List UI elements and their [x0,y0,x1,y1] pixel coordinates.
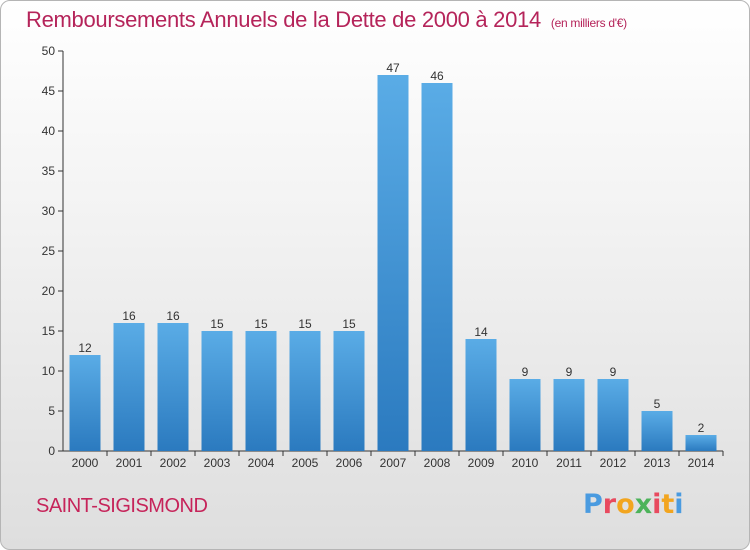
bar [421,83,453,451]
x-tick-label: 2001 [116,456,143,470]
x-tick-label: 2006 [336,456,363,470]
x-tick-label: 2010 [512,456,539,470]
data-label: 47 [386,61,400,75]
x-tick-label: 2003 [204,456,231,470]
y-tick-label: 30 [42,204,56,218]
y-tick-label: 35 [42,164,56,178]
x-tick-label: 2011 [556,456,582,470]
x-tick-label: 2014 [688,456,715,470]
y-tick-label: 40 [42,124,56,138]
bar [641,411,673,451]
data-label: 46 [430,69,444,83]
x-tick-label: 2005 [292,456,319,470]
data-label: 12 [78,341,92,355]
bar [465,339,497,451]
logo-letter: i [652,489,662,520]
bar [69,355,101,451]
bar [201,331,233,451]
chart-title: Remboursements Annuels de la Dette de 20… [26,7,627,33]
bar [597,379,629,451]
data-label: 9 [522,365,529,379]
data-label: 16 [122,309,136,323]
logo-letter: x [634,489,653,520]
bar [377,75,409,451]
bar [245,331,277,451]
x-tick-label: 2000 [72,456,99,470]
y-tick-label: 20 [42,284,56,298]
data-label: 15 [298,317,312,331]
data-label: 15 [254,317,268,331]
bar [685,435,717,451]
x-tick-label: 2007 [380,456,407,470]
logo-letter: t [661,489,675,520]
bar [509,379,541,451]
data-label: 15 [342,317,356,331]
x-tick-label: 2013 [644,456,671,470]
bar [333,331,365,451]
data-label: 5 [654,397,661,411]
bar [553,379,585,451]
logo-letter: i [674,489,684,520]
data-label: 14 [474,325,488,339]
bar [113,323,145,451]
y-tick-label: 5 [48,404,55,418]
y-tick-label: 10 [42,364,56,378]
chart-unit: (en milliers d'€) [550,16,627,30]
logo-letter: r [602,489,617,520]
proxiti-logo: Proxiti [583,489,684,520]
data-label: 15 [210,317,224,331]
y-tick-label: 15 [42,324,56,338]
data-label: 2 [698,421,705,435]
y-tick-label: 0 [48,444,55,458]
x-tick-label: 2012 [600,456,627,470]
bar [289,331,321,451]
y-tick-label: 50 [42,44,56,58]
commune-name: SAINT-SIGISMOND [36,495,208,517]
logo-letter: P [583,489,603,520]
y-tick-label: 45 [42,84,56,98]
bar [157,323,189,451]
data-label: 9 [610,365,617,379]
x-tick-label: 2009 [468,456,495,470]
data-label: 16 [166,309,180,323]
chart-title-text: Remboursements Annuels de la Dette de 20… [26,7,541,32]
value-labels: 12 16 16 15 15 15 15 47 46 14 9 9 9 5 2 [78,61,704,435]
bars [69,75,717,451]
x-tick-label: 2004 [248,456,275,470]
x-tick-label: 2002 [160,456,187,470]
data-label: 9 [566,365,573,379]
y-tick-label: 25 [42,244,56,258]
x-tick-label: 2008 [424,456,451,470]
logo-letter: o [616,489,635,520]
